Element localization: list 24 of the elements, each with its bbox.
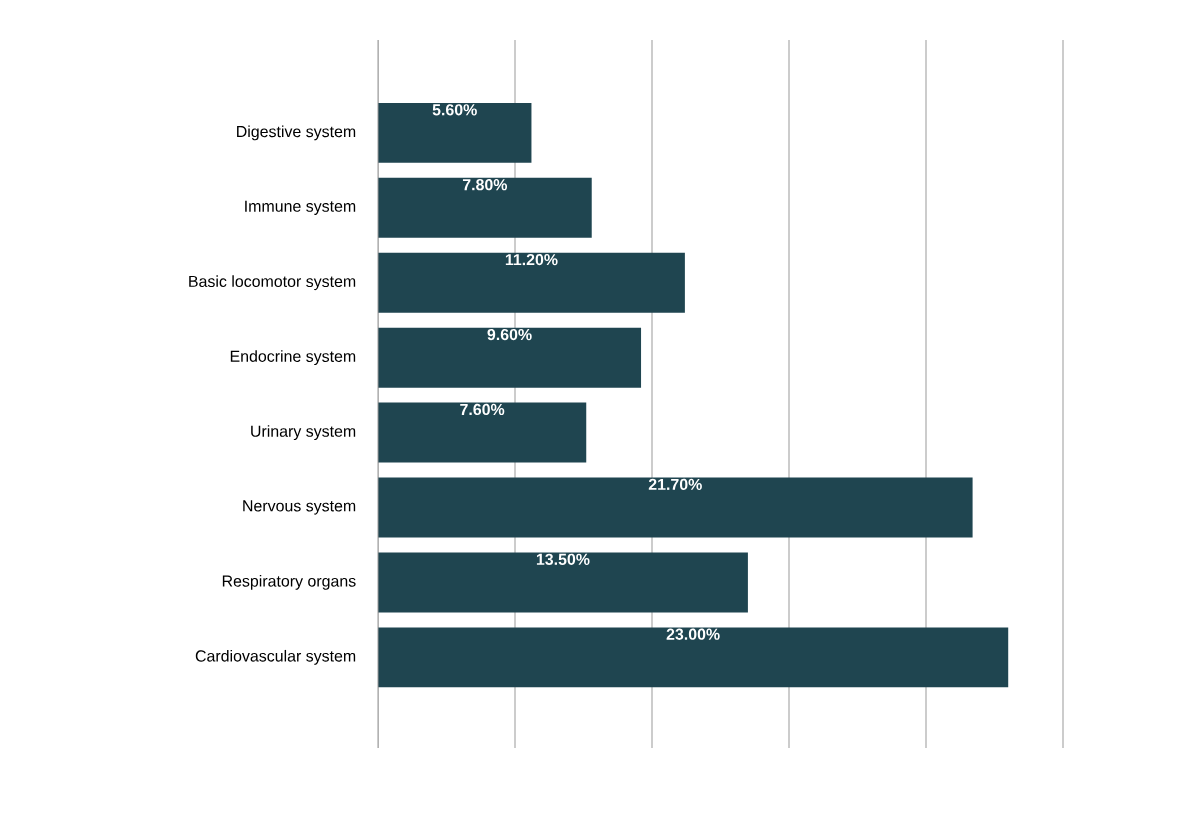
data-label: 9.60% [487, 328, 532, 341]
data-label: 7.60% [460, 403, 505, 416]
bar [378, 102, 532, 163]
y-tick-label: Basic locomotor system [189, 275, 356, 291]
y-tick-label: Nervous system [243, 500, 356, 515]
y-tick-label: Digestive system [237, 125, 356, 141]
bar [378, 477, 973, 538]
y-tick-label: Cardiovascular system [195, 649, 356, 665]
y-tick-label: Urinary system [251, 425, 356, 441]
y-tick-label: Immune system [245, 200, 356, 215]
bar [378, 327, 642, 388]
y-tick-label: Respiratory organs [222, 575, 356, 590]
data-label: 7.80% [462, 179, 508, 191]
data-label: 11.20% [505, 253, 558, 266]
bar [378, 252, 685, 313]
bar [378, 552, 748, 613]
y-tick-label: Endocrine system [230, 350, 356, 366]
data-label: 23.00% [666, 628, 720, 640]
data-label: 21.70% [648, 478, 702, 491]
bar [378, 627, 1009, 688]
bar [378, 177, 592, 238]
data-label: 5.60% [432, 104, 477, 116]
data-label: 13.50% [536, 553, 590, 565]
bar [378, 402, 587, 463]
